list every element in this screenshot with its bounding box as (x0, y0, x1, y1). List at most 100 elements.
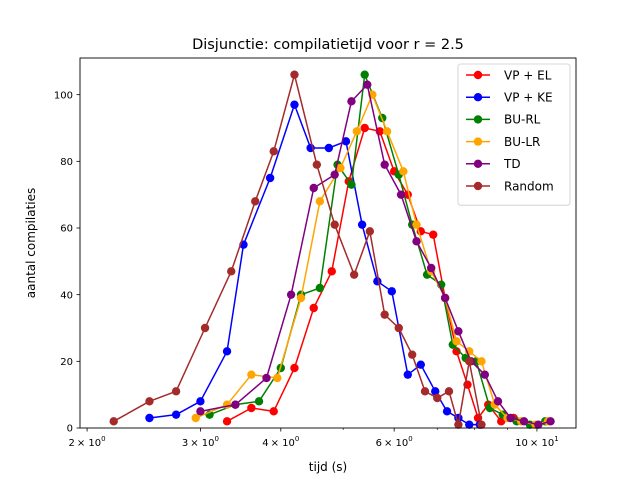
data-point (493, 397, 503, 406)
data-point (309, 303, 318, 313)
data-point (452, 337, 461, 346)
legend-marker (473, 181, 483, 191)
data-point (265, 173, 275, 183)
data-point (465, 357, 474, 366)
legend-item-2: BU-RL (466, 113, 541, 127)
data-point (433, 393, 442, 403)
data-point (347, 180, 356, 189)
data-point (290, 363, 299, 373)
legend-item-1: VP + KE (466, 91, 553, 105)
y-tick-label: 0 (67, 424, 73, 435)
data-point (412, 220, 421, 229)
data-point (171, 410, 181, 419)
data-point (251, 197, 260, 206)
data-point (145, 397, 154, 406)
data-point (363, 80, 372, 89)
data-point (309, 183, 318, 193)
data-point (315, 283, 325, 293)
data-point (480, 370, 490, 379)
data-point (312, 160, 322, 169)
data-point (330, 220, 339, 229)
x-tick-label: 10 × 101 (515, 435, 558, 449)
data-point (497, 417, 506, 426)
x-tick-label: 4 × 100 (262, 435, 299, 449)
data-point (465, 420, 474, 429)
data-point (315, 197, 325, 206)
data-point (360, 70, 369, 79)
data-point (196, 407, 205, 416)
data-point (420, 387, 430, 396)
x-axis-label: tijd (s) (309, 460, 347, 474)
series-line (195, 93, 549, 426)
data-point (324, 143, 334, 153)
data-point (426, 263, 436, 273)
data-point (231, 400, 240, 409)
data-point (407, 350, 417, 359)
data-point (380, 310, 389, 319)
data-point (365, 227, 375, 236)
data-point (330, 170, 339, 179)
data-point (380, 160, 389, 169)
data-point (454, 327, 463, 336)
legend-label: Random (504, 179, 554, 193)
y-axis: 0 20 40 60 80 100 (54, 90, 80, 435)
data-point (200, 323, 210, 333)
legend-label: BU-RL (504, 113, 541, 127)
data-point (452, 347, 461, 356)
legend-item-0: VP + EL (466, 68, 552, 82)
data-point (546, 417, 555, 426)
data-point (442, 407, 452, 416)
data-point (387, 287, 397, 296)
legend-label: BU-LR (504, 135, 540, 149)
data-point (477, 420, 486, 429)
data-point (506, 413, 515, 423)
data-point (254, 397, 264, 406)
y-axis-label: aantal compilaties (24, 188, 38, 298)
data-point (296, 293, 306, 303)
axes-frame (79, 57, 577, 429)
data-point (273, 373, 282, 383)
data-point (196, 397, 205, 406)
data-point (477, 357, 486, 366)
data-point (191, 413, 200, 423)
data-point (171, 387, 181, 396)
x-tick-label: 2 × 100 (69, 435, 106, 449)
legend-marker (473, 70, 483, 80)
data-point (269, 407, 278, 416)
data-point (373, 277, 382, 286)
y-tick-label: 20 (60, 357, 73, 368)
legend-item-4: TD (466, 157, 521, 171)
data-point (262, 373, 271, 383)
data-point (109, 417, 118, 426)
data-point (347, 97, 356, 106)
data-point (222, 417, 232, 426)
data-point (286, 290, 296, 299)
data-point (416, 360, 425, 369)
x-tick-label: 3 × 100 (182, 435, 219, 449)
data-point (357, 220, 367, 229)
data-point (290, 100, 299, 109)
legend-label: TD (503, 157, 521, 171)
data-point (431, 387, 440, 396)
x-tick-label: 6 × 100 (376, 435, 413, 449)
series-5 (109, 70, 486, 429)
data-point (394, 323, 403, 333)
data-point (247, 370, 256, 379)
data-point (534, 420, 543, 429)
legend-label: VP + KE (504, 91, 553, 105)
plot-area (109, 70, 555, 429)
legend-marker (473, 93, 483, 102)
series-4 (196, 80, 555, 429)
legend-marker (473, 159, 483, 168)
data-point (341, 137, 351, 146)
data-point (145, 413, 154, 423)
data-point (247, 403, 256, 413)
legend-item-5: Random (466, 179, 554, 193)
data-point (412, 237, 421, 246)
y-tick-label: 80 (60, 157, 73, 168)
data-point (269, 147, 278, 156)
data-point (399, 167, 408, 176)
data-point (352, 127, 362, 136)
data-point (222, 400, 232, 409)
